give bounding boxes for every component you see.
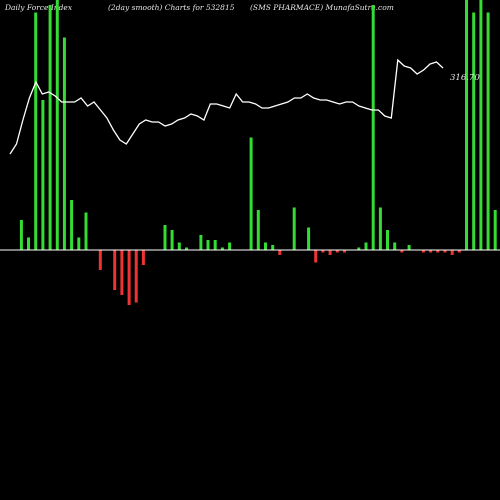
force-bar [206, 240, 210, 250]
force-bar [185, 247, 188, 250]
force-bar [335, 250, 339, 253]
last-price-label: 316.70 [450, 73, 480, 83]
force-bar [55, 0, 59, 250]
force-bar [127, 250, 131, 305]
force-bar [19, 220, 23, 250]
chart-header-center: (2day smooth) Charts for 532815 [108, 3, 235, 12]
force-bar [450, 250, 454, 255]
force-bar [429, 250, 433, 253]
force-bar [400, 250, 404, 253]
force-bar [271, 245, 275, 250]
force-bar [472, 12, 476, 250]
force-bar [163, 225, 167, 250]
force-bar [113, 250, 117, 290]
force-bar [493, 210, 497, 250]
force-bar [256, 210, 260, 250]
force-bar [228, 242, 232, 250]
force-bar [343, 250, 346, 253]
force-bar [436, 250, 440, 253]
force-bar [62, 37, 66, 250]
force-bar [421, 250, 425, 253]
force-bar [177, 242, 181, 250]
force-bar [328, 250, 332, 255]
force-bar [321, 250, 325, 253]
force-bar [120, 250, 124, 295]
force-bar [393, 242, 397, 250]
force-bar [486, 12, 490, 250]
force-bar [84, 212, 88, 250]
force-bar [314, 250, 318, 263]
force-bar [371, 5, 375, 250]
force-bar [220, 247, 224, 250]
force-bar [457, 250, 461, 253]
price-line [9, 58, 444, 155]
force-bar [249, 137, 253, 250]
force-bar [34, 12, 38, 250]
force-bar [443, 250, 447, 253]
force-bar [213, 240, 217, 250]
force-bar [77, 237, 81, 250]
force-bar [70, 200, 74, 250]
force-bar [98, 250, 102, 270]
force-bar [378, 207, 382, 250]
force-bar [307, 227, 311, 250]
force-bar [386, 230, 389, 250]
force-bar [141, 250, 145, 265]
force-bar [479, 0, 483, 250]
force-bar [292, 207, 296, 250]
force-bar [170, 230, 174, 250]
force-bar [134, 250, 138, 303]
chart-header-left: Daily Force Index [5, 3, 73, 12]
force-bar [465, 0, 468, 250]
force-bar [199, 235, 203, 250]
chart-header-right: (SMS PHARMACE) MunafaSutra.com [250, 3, 394, 12]
force-bar [27, 237, 30, 250]
force-bar [264, 242, 267, 250]
force-bar [357, 247, 361, 250]
force-bar [364, 242, 368, 250]
force-bar [407, 245, 411, 250]
force-bar [278, 250, 282, 255]
force-bar [48, 5, 52, 250]
bars-group [19, 0, 497, 305]
force-bar [41, 100, 45, 250]
